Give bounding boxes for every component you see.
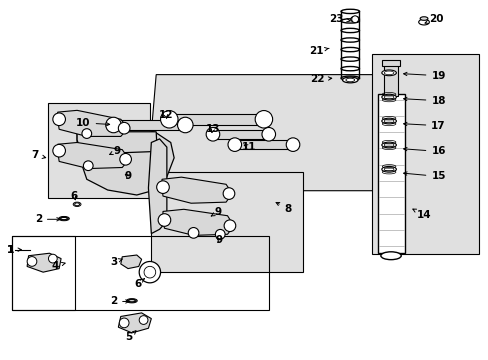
Ellipse shape: [381, 118, 396, 124]
Text: 15: 15: [403, 171, 445, 181]
Polygon shape: [151, 172, 302, 272]
Text: 12: 12: [158, 110, 173, 120]
Circle shape: [351, 16, 358, 23]
Circle shape: [177, 117, 193, 133]
Text: 16: 16: [403, 147, 445, 157]
Circle shape: [105, 117, 121, 133]
Text: 19: 19: [403, 71, 445, 81]
Bar: [113, 120, 185, 130]
Text: 10: 10: [76, 118, 109, 128]
Circle shape: [255, 111, 272, 128]
Text: 1: 1: [7, 245, 21, 255]
Circle shape: [118, 122, 130, 134]
Polygon shape: [146, 75, 432, 191]
Text: 5: 5: [125, 331, 136, 342]
Circle shape: [158, 214, 170, 226]
Polygon shape: [27, 253, 61, 272]
Text: 23: 23: [329, 14, 349, 23]
Text: 18: 18: [403, 96, 445, 106]
Circle shape: [262, 127, 275, 141]
Text: 22: 22: [309, 74, 331, 84]
Text: 9: 9: [211, 207, 221, 217]
Circle shape: [82, 129, 91, 138]
Bar: [381, 60, 400, 66]
Text: 20: 20: [424, 14, 443, 23]
Circle shape: [139, 316, 148, 324]
Polygon shape: [77, 120, 174, 195]
Circle shape: [188, 228, 199, 238]
Circle shape: [27, 257, 37, 266]
Ellipse shape: [418, 19, 428, 25]
Polygon shape: [118, 313, 151, 333]
Circle shape: [120, 153, 131, 165]
Text: 8: 8: [276, 202, 291, 213]
Text: 11: 11: [242, 142, 256, 152]
Circle shape: [53, 113, 65, 126]
Bar: [213, 130, 268, 139]
Polygon shape: [162, 177, 232, 203]
Circle shape: [215, 229, 224, 239]
Ellipse shape: [381, 142, 396, 148]
Circle shape: [83, 161, 93, 171]
Text: 7: 7: [31, 150, 45, 160]
Text: 9: 9: [215, 235, 223, 245]
Polygon shape: [58, 143, 129, 168]
Circle shape: [227, 138, 241, 152]
Text: 13: 13: [205, 124, 220, 134]
Bar: [377, 94, 404, 253]
Text: 14: 14: [412, 209, 430, 220]
Polygon shape: [58, 111, 128, 136]
Text: 3: 3: [110, 257, 122, 267]
Bar: [48, 103, 150, 198]
Ellipse shape: [73, 202, 81, 206]
Text: 6: 6: [134, 279, 144, 289]
Ellipse shape: [75, 203, 80, 206]
Bar: [169, 114, 264, 125]
Circle shape: [119, 318, 129, 328]
Bar: [12, 237, 75, 310]
Ellipse shape: [350, 17, 359, 22]
Ellipse shape: [419, 17, 427, 20]
Polygon shape: [77, 132, 157, 154]
Bar: [383, 64, 398, 96]
Circle shape: [53, 144, 65, 157]
Circle shape: [206, 127, 219, 141]
Text: 4: 4: [51, 261, 65, 271]
Ellipse shape: [380, 252, 401, 260]
Text: 2: 2: [35, 214, 60, 224]
Text: 17: 17: [403, 121, 445, 131]
Circle shape: [139, 261, 160, 283]
Circle shape: [156, 181, 169, 193]
Ellipse shape: [381, 70, 396, 76]
Ellipse shape: [381, 166, 396, 172]
Bar: [12, 237, 268, 310]
Circle shape: [224, 220, 235, 231]
Bar: [234, 140, 292, 149]
Ellipse shape: [381, 94, 396, 100]
Polygon shape: [148, 139, 166, 234]
Circle shape: [223, 188, 234, 199]
Text: 2: 2: [110, 296, 129, 306]
Ellipse shape: [342, 77, 357, 83]
Bar: [371, 54, 478, 254]
Polygon shape: [121, 255, 142, 269]
Circle shape: [48, 254, 57, 263]
Circle shape: [160, 111, 178, 128]
Text: 21: 21: [308, 46, 328, 56]
Text: 6: 6: [70, 191, 77, 201]
Text: 1: 1: [7, 245, 14, 255]
Circle shape: [285, 138, 299, 152]
Text: 9: 9: [124, 171, 131, 181]
Polygon shape: [163, 209, 233, 235]
Text: 9: 9: [109, 146, 121, 156]
